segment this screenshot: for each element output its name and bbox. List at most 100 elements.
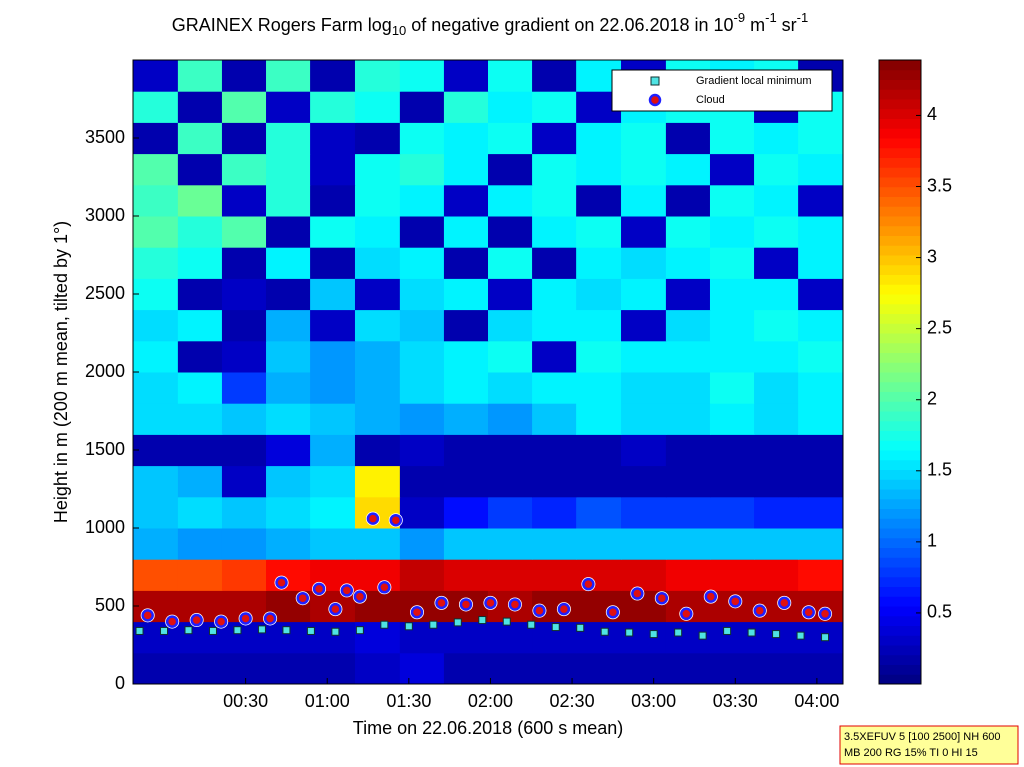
colorbar-stripe — [879, 362, 921, 373]
gradient-minimum-marker — [796, 631, 805, 640]
heatmap-cell — [532, 340, 577, 373]
heatmap-cell — [133, 309, 179, 342]
heatmap-cell — [354, 278, 401, 311]
heatmap-cell — [621, 434, 667, 467]
heatmap-cell — [177, 528, 223, 560]
colorbar-stripe — [879, 167, 921, 178]
x-tick-label: 03:30 — [713, 691, 758, 711]
heatmap-cell — [310, 122, 356, 155]
heatmap-cell — [709, 309, 755, 342]
heatmap-cell — [399, 122, 445, 155]
heatmap-cell — [709, 496, 755, 529]
colorbar-stripe — [879, 157, 921, 168]
heatmap-cell — [532, 60, 577, 92]
heatmap-cell — [665, 465, 711, 498]
heatmap-cell — [488, 184, 533, 217]
heatmap-cell — [488, 403, 533, 435]
colorbar-stripe — [879, 411, 921, 422]
heatmap-cell — [399, 309, 445, 342]
heatmap-cell — [443, 621, 489, 654]
colorbar-stripe — [879, 235, 921, 246]
heatmap-cell — [399, 372, 445, 404]
cloud-marker — [802, 605, 815, 619]
heatmap-cell — [798, 247, 844, 279]
heatmap-cell — [266, 278, 311, 311]
heatmap-cell — [665, 309, 711, 342]
heatmap-cell — [310, 372, 356, 404]
cloud-marker — [353, 590, 367, 603]
heatmap-cell — [665, 559, 711, 591]
cloud-marker — [655, 591, 669, 605]
heatmap-cell — [310, 652, 356, 685]
heatmap-cell — [310, 621, 356, 654]
heatmap-cell — [266, 403, 311, 435]
heatmap-cell — [310, 60, 356, 92]
heatmap-cell — [532, 652, 577, 685]
colorbar-stripe — [879, 196, 921, 207]
gradient-minimum-marker — [650, 76, 660, 86]
colorbar-stripe — [879, 147, 921, 158]
cloud-marker — [533, 604, 546, 617]
heatmap-cell — [532, 528, 577, 560]
cloud-marker — [296, 591, 309, 605]
heatmap-cell — [709, 247, 755, 279]
heatmap-cell — [399, 652, 445, 685]
colorbar-stripe — [879, 440, 921, 451]
heatmap-cell — [133, 153, 179, 186]
gradient-minimum-marker — [649, 630, 658, 639]
heatmap-cell — [709, 372, 755, 404]
heatmap-cell — [399, 184, 445, 217]
heatmap-cell — [399, 403, 445, 435]
heatmap-cell — [665, 216, 711, 248]
gradient-minimum-marker — [429, 620, 438, 629]
colorbar-tick-label: 2 — [927, 388, 937, 408]
colorbar-stripe — [879, 118, 921, 129]
heatmap-cell — [488, 216, 533, 248]
heatmap-cell — [798, 309, 844, 342]
colorbar-frame — [878, 59, 922, 685]
gradient-minimum-marker — [282, 626, 291, 635]
colorbar-stripe — [879, 615, 921, 626]
heatmap-cell — [576, 216, 622, 248]
annotation: 3.5XEFUV 5 [100 2500] NH 600 — [844, 731, 1001, 743]
colorbar-stripe — [879, 430, 921, 441]
heatmap-cell — [310, 434, 356, 467]
colorbar-stripe — [879, 596, 921, 607]
heatmap-cell — [488, 60, 533, 92]
heatmap-cell — [133, 496, 179, 529]
heatmap-cell — [532, 372, 577, 404]
heatmap-cell — [399, 559, 445, 591]
heatmap-cell — [310, 403, 356, 435]
gradient-minimum-marker — [184, 626, 193, 635]
heatmap-cell — [266, 340, 311, 373]
cloud-marker — [340, 584, 354, 597]
heatmap-cell — [177, 184, 223, 217]
cloud-marker — [777, 596, 791, 610]
heatmap-cell — [798, 403, 844, 435]
heatmap-cell — [576, 528, 622, 560]
heatmap-cell — [443, 216, 489, 248]
heatmap-cell — [443, 372, 489, 404]
heatmap-cell — [354, 247, 401, 279]
heatmap-cell — [576, 340, 622, 373]
heatmap-cell — [310, 184, 356, 217]
heatmap-cell — [310, 496, 356, 529]
heatmap-cell — [798, 340, 844, 373]
gradient-minimum-marker — [625, 628, 634, 637]
heatmap-cell — [488, 340, 533, 373]
cloud-marker — [239, 612, 252, 625]
colorbar-stripe — [879, 489, 921, 500]
heatmap-cell — [177, 372, 223, 404]
heatmap-cell — [754, 465, 799, 498]
heatmap-cell — [177, 496, 223, 529]
colorbar-stripe — [879, 479, 921, 490]
gradient-minimum-marker — [380, 620, 389, 629]
heatmap-cell — [798, 652, 844, 685]
heatmap-cell — [532, 91, 577, 123]
heatmap-cell — [133, 372, 179, 404]
cloud-marker — [631, 587, 644, 600]
heatmap-cell — [576, 496, 622, 529]
heatmap-cell — [621, 309, 667, 342]
title-part: 10 — [392, 23, 406, 38]
